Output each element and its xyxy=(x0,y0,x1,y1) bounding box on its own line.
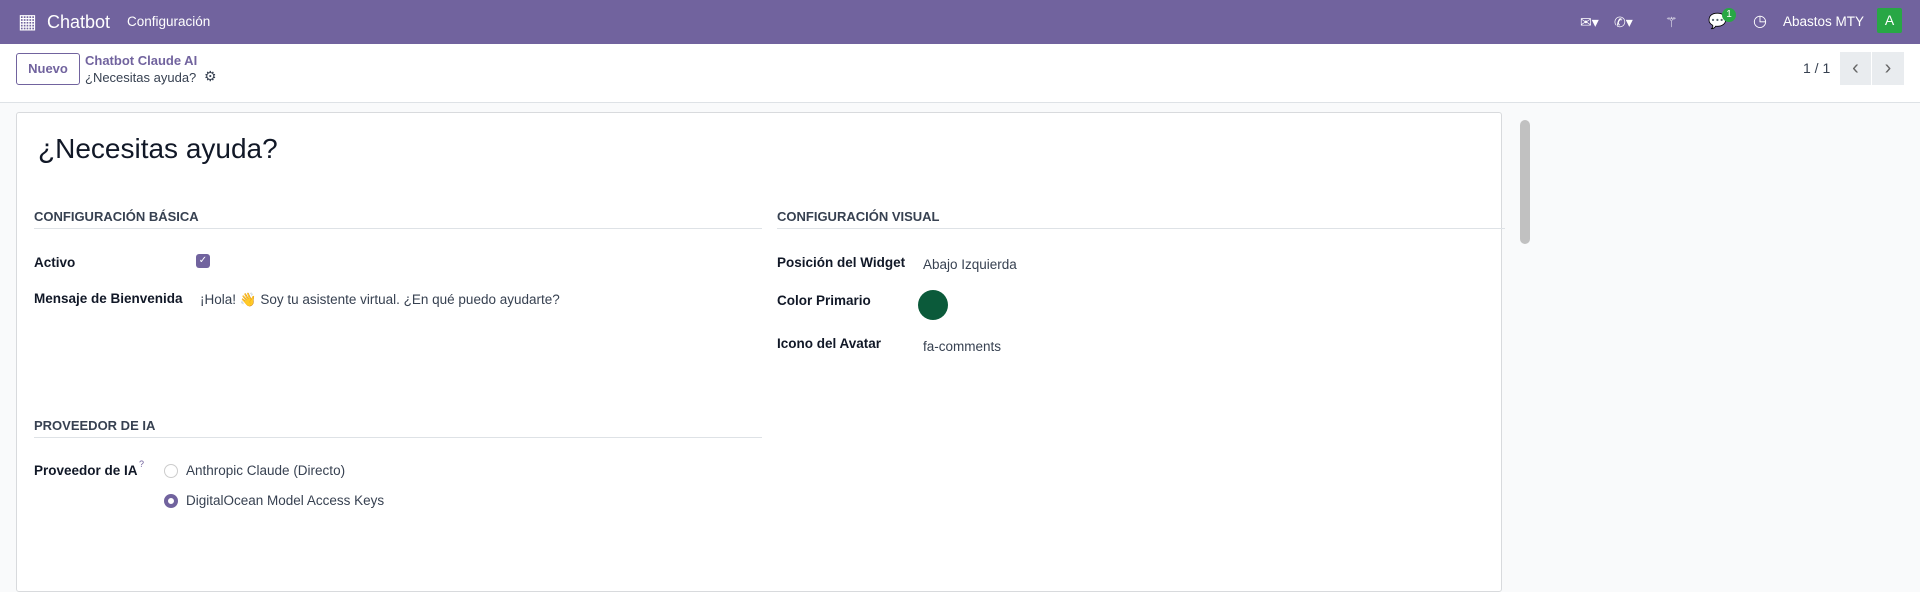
apps-grid-icon[interactable]: ▦ xyxy=(18,11,37,33)
position-label: Posición del Widget xyxy=(777,255,906,270)
option-digitalocean-label[interactable]: DigitalOcean Model Access Keys xyxy=(186,493,385,508)
avatar[interactable]: A xyxy=(1877,8,1902,33)
scrollbar-thumb[interactable] xyxy=(1520,120,1530,244)
pager-value[interactable]: 1 / 1 xyxy=(1803,60,1831,76)
active-label: Activo xyxy=(34,255,76,270)
avatar-icon-label: Icono del Avatar xyxy=(777,336,882,351)
gear-icon[interactable]: ⚙ xyxy=(204,68,217,84)
form-sheet: ¿Necesitas ayuda? CONFIGURACIÓN BÁSICA A… xyxy=(16,112,1505,592)
active-checkbox[interactable]: ✓ xyxy=(196,254,210,268)
section-visual-header: CONFIGURACIÓN VISUAL xyxy=(777,209,1505,229)
company-name[interactable]: Abastos MTY xyxy=(1783,14,1865,29)
magic-wand-icon[interactable]: ⚚ xyxy=(1665,14,1678,30)
option-anthropic-label[interactable]: Anthropic Claude (Directo) xyxy=(186,463,346,478)
avatar-icon-value[interactable]: fa-comments xyxy=(923,339,1002,354)
help-tooltip-icon[interactable]: ? xyxy=(139,459,145,469)
message-count-badge: 1 xyxy=(1722,8,1736,22)
breadcrumb-parent[interactable]: Chatbot Claude AI xyxy=(85,53,198,68)
color-label: Color Primario xyxy=(777,293,871,308)
control-panel: Nuevo Chatbot Claude AI ¿Necesitas ayuda… xyxy=(0,44,1920,103)
pager-next-button[interactable]: › xyxy=(1872,52,1904,85)
breadcrumb-current: ¿Necesitas ayuda? xyxy=(85,70,197,85)
welcome-value[interactable]: ¡Hola! 👋 Soy tu asistente virtual. ¿En q… xyxy=(200,292,560,307)
menu-configuracion[interactable]: Configuración xyxy=(127,14,211,29)
radio-digitalocean[interactable] xyxy=(164,494,178,508)
position-value[interactable]: Abajo Izquierda xyxy=(923,257,1017,272)
clock-icon[interactable]: ◷ xyxy=(1753,13,1767,30)
section-provider-header: PROVEEDOR DE IA xyxy=(34,418,762,438)
provider-label: Proveedor de IA xyxy=(34,463,138,478)
radio-anthropic[interactable] xyxy=(164,464,178,478)
welcome-label: Mensaje de Bienvenida xyxy=(34,291,183,306)
color-swatch[interactable] xyxy=(918,290,948,320)
chat-bubbles-icon[interactable]: 💬 xyxy=(1708,13,1727,30)
record-title[interactable]: ¿Necesitas ayuda? xyxy=(38,133,278,164)
pager-previous-button[interactable]: ‹ xyxy=(1840,52,1871,85)
app-name[interactable]: Chatbot xyxy=(47,12,111,32)
envelope-icon[interactable]: ✉▾ xyxy=(1580,14,1599,30)
section-basic-header: CONFIGURACIÓN BÁSICA xyxy=(34,209,762,229)
whatsapp-icon[interactable]: ✆▾ xyxy=(1614,14,1633,30)
new-button[interactable]: Nuevo xyxy=(16,53,80,85)
top-navbar: ▦ Chatbot Configuración ✉▾ ✆▾ ⚚ 💬 1 ◷ Ab… xyxy=(0,0,1920,44)
